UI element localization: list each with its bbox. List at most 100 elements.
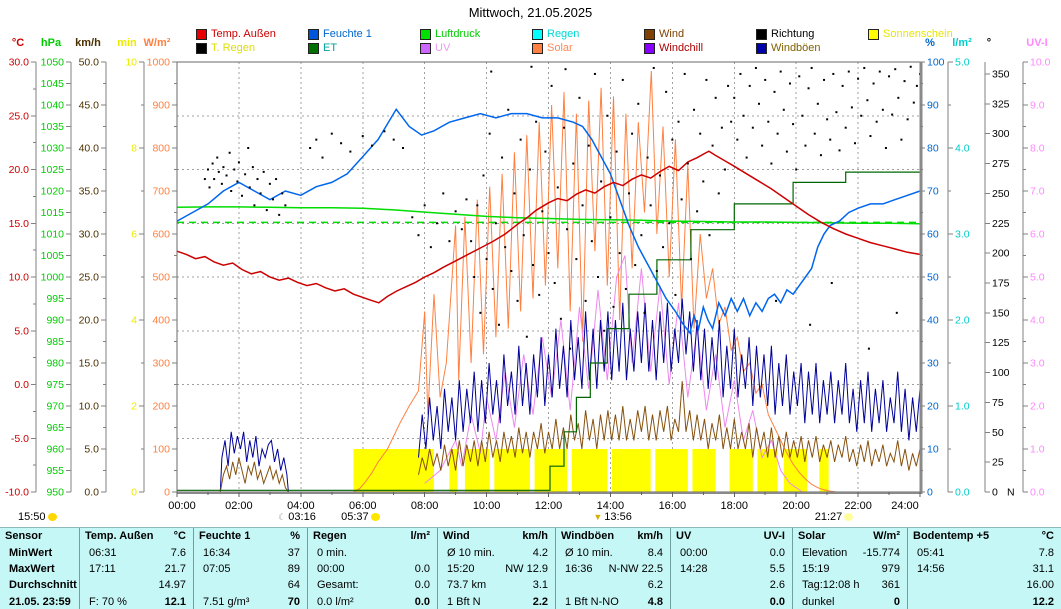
- direction-dot: [256, 178, 259, 181]
- astro-time: 03:16: [288, 511, 316, 523]
- header-unit: °C: [1041, 530, 1054, 543]
- cell-label: dunkel: [802, 595, 835, 608]
- astro-marker-moon-dot: 15:50: [18, 511, 57, 523]
- legend-item-sonnenschein: Sonnenschein: [868, 28, 953, 40]
- direction-dot: [720, 126, 723, 129]
- legend-label: UV: [435, 42, 451, 54]
- axis-label-hPa: 1010: [41, 229, 65, 241]
- et-swatch-icon: [308, 42, 319, 54]
- axis-label-kmh: 45.0: [79, 100, 100, 112]
- moonrise2-icon: ▼: [593, 511, 603, 522]
- table-cell: MinWert: [0, 544, 79, 560]
- direction-dot: [680, 198, 683, 201]
- direction-dot: [788, 82, 791, 85]
- axis-label-wm2: 600: [152, 229, 170, 241]
- axis-label-deg: 50: [992, 427, 1004, 439]
- direction-dot: [606, 114, 609, 117]
- direction-dot: [764, 78, 767, 81]
- axis-label-deg: 0: [992, 487, 998, 499]
- table-cell: 16:36 N-NW 22.5: [555, 560, 670, 578]
- direction-dot: [417, 234, 420, 237]
- direction-dot: [897, 96, 900, 99]
- direction-dot: [465, 198, 468, 201]
- direction-dot: [612, 305, 615, 308]
- moonset-icon: ☾: [278, 511, 287, 522]
- legend-item-feuchte-1: Feuchte 1: [308, 28, 372, 40]
- direction-dot: [265, 209, 268, 212]
- axis-label-wm2: 100: [152, 444, 170, 456]
- axis-label-lm2: 1.0: [955, 401, 970, 413]
- direction-dot: [761, 144, 764, 147]
- direction-dot: [203, 178, 206, 181]
- axis-label-kmh: 35.0: [79, 186, 100, 198]
- direction-dot: [251, 166, 254, 169]
- axis-label-kmh: 25.0: [79, 272, 100, 284]
- t-regen-swatch-icon: [196, 42, 207, 54]
- table-cell: 00:00 0.0: [670, 544, 792, 561]
- cell-label: MinWert: [9, 546, 53, 559]
- axis-title-min: min: [117, 37, 137, 49]
- direction-dot: [857, 77, 860, 80]
- table-cell: 17:11 21.7: [79, 560, 193, 578]
- axis-label-hPa: 1025: [41, 164, 65, 176]
- direction-dot: [624, 287, 627, 290]
- direction-dot: [649, 204, 652, 207]
- header-unit: W/m²: [873, 530, 900, 543]
- table-cell: 14:28 5.5: [670, 560, 792, 578]
- direction-dot: [564, 68, 567, 71]
- direction-dot: [711, 144, 714, 147]
- stats-table: Sensor MinWert MaxWert Durchschnitt 21.05. 2…: [0, 527, 1061, 609]
- direction-dot: [547, 252, 550, 255]
- direction-dot: [677, 120, 680, 123]
- direction-dot: [330, 132, 333, 135]
- legend-item-regen: Regen: [532, 28, 579, 40]
- axis-label-tC: 0.0: [14, 379, 29, 391]
- direction-dot: [816, 102, 819, 105]
- axis-label-pct: 10: [927, 444, 939, 456]
- direction-dot: [810, 66, 813, 69]
- axis-label-hPa: 995: [46, 293, 64, 305]
- direction-dot: [906, 118, 909, 121]
- table-cell: 0.0 l/m² 0.0: [307, 593, 437, 609]
- direction-dot: [600, 180, 603, 183]
- direction-dot: [884, 147, 887, 149]
- direction-dot: [315, 138, 318, 141]
- direction-dot: [723, 168, 726, 171]
- direction-dot: [597, 276, 600, 278]
- axis-label-lm2: 2.0: [955, 315, 970, 327]
- direction-dot: [875, 120, 878, 123]
- sunshine-block: [611, 449, 651, 492]
- direction-dot: [479, 311, 482, 314]
- direction-dot: [900, 138, 903, 141]
- direction-dot: [233, 168, 236, 171]
- direction-dot: [758, 102, 761, 105]
- direction-dot: [244, 173, 247, 176]
- direction-dot: [773, 90, 776, 93]
- cell-value: 70: [287, 595, 300, 608]
- direction-dot: [541, 210, 544, 213]
- direction-dot: [284, 204, 287, 207]
- cell-label: 15:19: [802, 562, 830, 575]
- series-humidity: [176, 107, 921, 335]
- axis-label-deg: 225: [992, 218, 1010, 230]
- axis-label-tC: 30.0: [9, 57, 30, 69]
- cell-label: 21.05. 23:59: [9, 595, 71, 608]
- cell-value: 979: [881, 562, 900, 575]
- direction-dot: [844, 126, 847, 129]
- cell-value: 4.2: [532, 546, 548, 559]
- axis-title-hPa: hPa: [40, 37, 62, 49]
- direction-dot: [593, 72, 596, 75]
- direction-dot: [658, 174, 661, 177]
- header-label: Sensor: [5, 530, 43, 543]
- direction-dot: [912, 101, 915, 104]
- legend-item-solar: Solar: [532, 42, 573, 54]
- table-cell: 14.97: [79, 577, 193, 594]
- direction-dot: [556, 186, 559, 189]
- series-gusts: [219, 431, 289, 493]
- direction-dot: [634, 264, 637, 267]
- page-title: Mittwoch, 21.05.2025: [468, 5, 593, 20]
- table-header-bodentemp-5: Bodentemp +5 °C: [907, 528, 1061, 545]
- direction-dot: [513, 192, 516, 195]
- x-axis-label: 06:00: [349, 500, 377, 512]
- direction-dot: [522, 234, 525, 237]
